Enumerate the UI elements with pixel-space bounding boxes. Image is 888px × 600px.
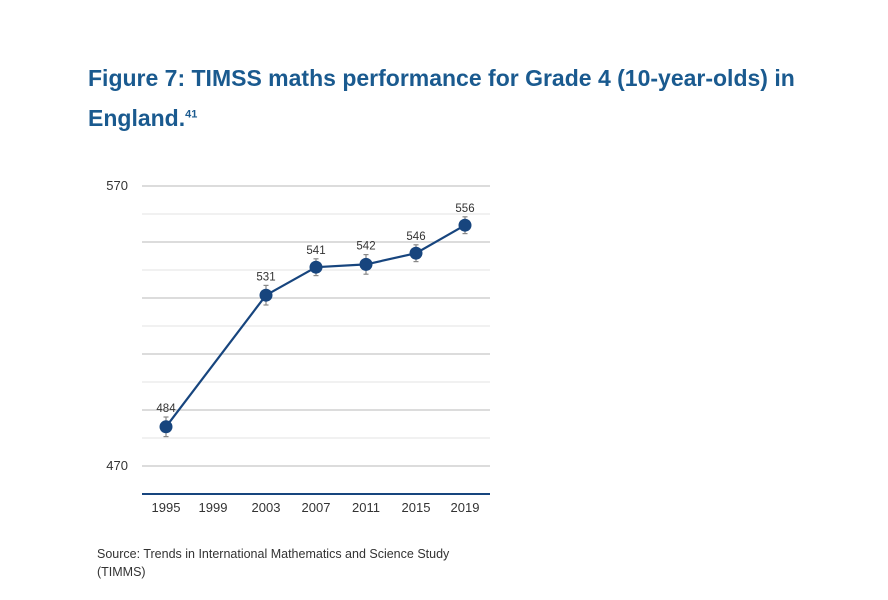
x-tick-label: 2007: [302, 500, 331, 515]
chart-title-text: Figure 7: TIMSS maths performance for Gr…: [88, 65, 795, 131]
data-label: 531: [256, 271, 275, 283]
data-point: [409, 246, 423, 260]
data-point: [259, 288, 273, 302]
data-point: [359, 257, 373, 271]
data-label: 484: [156, 403, 176, 415]
x-tick-label: 2019: [451, 500, 480, 515]
data-label: 546: [406, 231, 425, 243]
data-point: [309, 260, 323, 274]
x-tick-label: 2011: [352, 500, 380, 515]
y-tick-label: 570: [106, 178, 128, 193]
data-point: [458, 218, 472, 232]
chart-source-note: Source: Trends in International Mathemat…: [97, 547, 450, 579]
x-tick-label: 1999: [199, 500, 228, 515]
x-tick-label: 1995: [152, 500, 181, 515]
y-tick-label: 470: [106, 458, 128, 473]
title-footnote-ref: 41: [185, 108, 198, 121]
series-line: [165, 224, 466, 428]
data-label: 541: [306, 245, 325, 257]
x-tick-label: 2003: [252, 500, 281, 515]
x-tick-label: 2015: [402, 500, 431, 515]
data-label: 556: [455, 203, 474, 215]
data-point: [159, 420, 173, 434]
chart-title: Figure 7: TIMSS maths performance for Gr…: [88, 58, 868, 138]
data-label: 542: [356, 241, 375, 253]
